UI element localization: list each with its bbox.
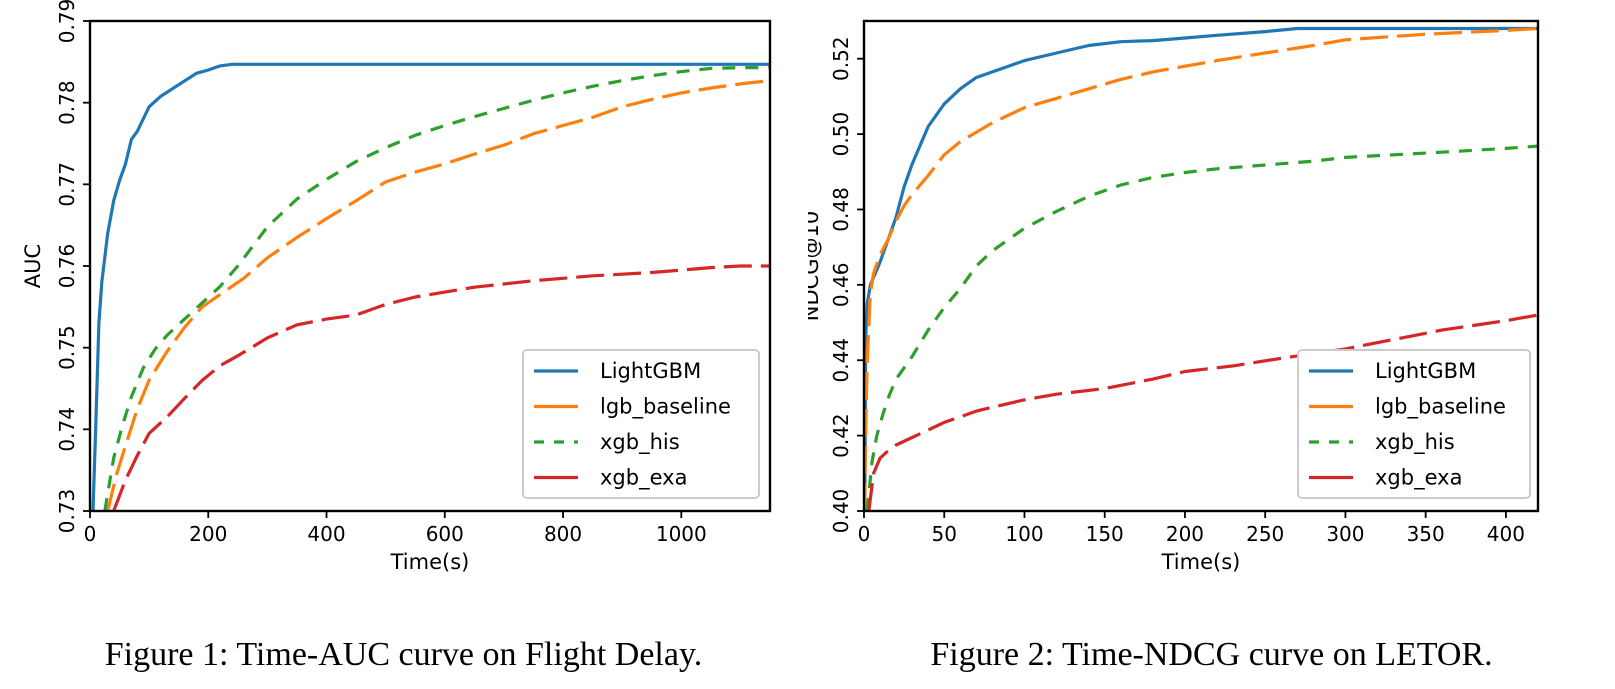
x-tick-label: 1000 [656,522,707,546]
y-tick-label: 0.52 [829,36,853,81]
y-tick-label: 0.73 [55,489,79,534]
x-tick-label: 800 [544,522,582,546]
y-tick-label: 0.50 [829,112,853,157]
y-tick-label: 0.42 [829,413,853,458]
x-tick-label: 100 [1005,522,1043,546]
legend-label: LightGBM [1375,359,1476,383]
x-tick-label: 0 [84,522,97,546]
plot-area [864,26,1538,511]
y-tick-label: 0.78 [55,80,79,125]
y-tick-label: 0.48 [829,187,853,232]
y-tick-label: 0.46 [829,263,853,308]
legend-label: lgb_baseline [600,395,731,420]
legend: LightGBM lgb_baseline xgb_his xgb_exa [522,349,760,499]
legend-label: xgb_his [600,430,680,455]
legend-box [1297,349,1531,499]
legend-label: xgb_exa [600,466,687,491]
y-tick-label: 0.74 [55,407,79,452]
x-tick-label: 0 [858,522,871,546]
y-axis-label: NDCG@10 [808,211,823,322]
y-tick-label: 0.79 [55,0,79,43]
x-tick-label: 150 [1086,522,1124,546]
series-line-xgb-exa [867,313,1538,511]
legend-label: lgb_baseline [1375,395,1506,420]
series-line-lightgbm [91,62,770,511]
x-tick-label: 400 [1487,522,1525,546]
legend-label: LightGBM [600,359,701,383]
chart-2: 0 50 100 150 200 250 300 350 400 0.40 0.42 0.44 0.46… [808,19,1540,574]
y-tick-label: 0.75 [55,325,79,370]
y-tick-label: 0.76 [55,244,79,289]
chart-1: 0 200 400 600 800 1000 0.73 0.74 0.75 0.76 0.77 0.7… [21,0,772,574]
y-tick-label: 0.77 [55,162,79,207]
legend: LightGBM lgb_baseline xgb_his xgb_exa [1297,349,1531,499]
plot-area [91,62,770,511]
y-axis-label: AUC [21,244,45,288]
legend-label: xgb_his [1375,430,1455,455]
axes-frame [862,19,1540,513]
legend-box [522,349,760,499]
series-line-xgb-his [103,65,770,511]
x-tick-label: 400 [307,522,345,546]
x-tick-label: 50 [932,522,957,546]
series-line-lightgbm [864,26,1538,511]
x-tick-label: 600 [426,522,464,546]
figure-2-caption: Figure 2: Time-NDCG curve on LETOR. [930,636,1493,673]
legend-label: xgb_exa [1375,466,1462,491]
figure-1-caption: Figure 1: Time-AUC curve on Flight Delay… [104,636,703,673]
x-axis-label: Time(s) [390,550,470,574]
y-tick-label: 0.44 [829,338,853,383]
y-tick-label: 0.40 [829,489,853,534]
figure-2: 0 50 100 150 200 250 300 350 400 0.40 0.42 0.44 0.46… [808,0,1615,689]
series-line-lgb-baseline [106,79,770,511]
x-tick-label: 350 [1407,522,1445,546]
series-line-xgb-his [865,144,1538,511]
series-line-xgb-exa [112,264,770,511]
x-tick-label: 250 [1246,522,1284,546]
x-tick-label: 200 [189,522,227,546]
x-tick-label: 300 [1326,522,1364,546]
x-tick-label: 200 [1166,522,1204,546]
figure-1: 0 200 400 600 800 1000 0.73 0.74 0.75 0.76 0.77 0.7… [0,0,807,689]
x-axis-label: Time(s) [1161,550,1241,574]
